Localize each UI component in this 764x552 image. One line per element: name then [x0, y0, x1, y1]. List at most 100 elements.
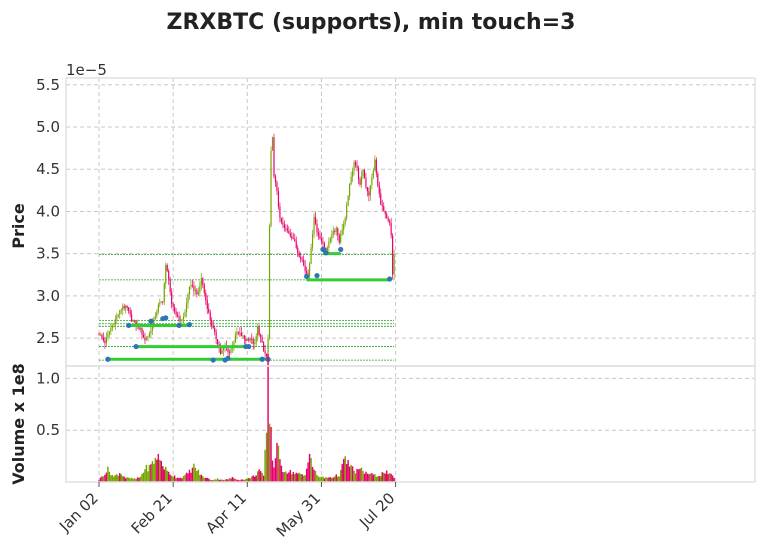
- candle-body: [221, 350, 223, 354]
- volume-bar: [179, 477, 182, 482]
- candle-body: [389, 220, 391, 224]
- volume-bar: [342, 459, 345, 482]
- candle-body: [314, 216, 317, 224]
- candle-body: [248, 338, 250, 341]
- candle-body: [171, 291, 173, 304]
- candle-body: [265, 353, 268, 357]
- touch-marker: [133, 343, 139, 350]
- candle-body: [138, 325, 140, 330]
- candle-body: [383, 206, 385, 211]
- volume-bar: [323, 478, 326, 482]
- volume-bar: [273, 467, 275, 482]
- volume-bar: [156, 459, 158, 482]
- candle-body: [362, 169, 364, 176]
- volume-bar: [385, 470, 388, 482]
- candle-body: [105, 337, 108, 344]
- candle-body: [150, 330, 152, 334]
- volume-bar: [334, 476, 336, 482]
- volume-bar: [133, 478, 136, 482]
- candle-body: [139, 327, 142, 330]
- candle-body: [320, 238, 323, 242]
- volume-bar: [213, 479, 216, 482]
- touch-markers: [105, 246, 393, 363]
- volume-bar: [101, 476, 103, 482]
- candle-body: [322, 241, 324, 244]
- volume-bar: [262, 475, 265, 482]
- candle-body: [255, 335, 257, 344]
- volume-bar: [212, 480, 214, 482]
- volume-bar: [374, 474, 376, 482]
- candle-body: [108, 331, 110, 335]
- candle-body: [199, 285, 201, 293]
- x-tick-label: Apr 11: [202, 489, 250, 537]
- price-tick-label: 5.0: [36, 118, 60, 136]
- candle-body: [282, 222, 284, 225]
- volume-bar: [154, 457, 157, 482]
- volume-bar: [218, 479, 220, 482]
- volume-bar: [301, 474, 303, 482]
- candle-body: [317, 232, 320, 236]
- volume-bar: [196, 471, 198, 482]
- candle-body: [340, 233, 342, 243]
- volume-bar: [243, 479, 246, 482]
- candle-body: [277, 191, 280, 207]
- volume-bar: [295, 472, 297, 482]
- volume-bar: [283, 472, 286, 482]
- volume-bar: [252, 475, 254, 482]
- candle-body: [126, 305, 128, 308]
- volume-bar: [356, 468, 358, 482]
- price-grid: [66, 78, 755, 366]
- candle-body: [107, 334, 109, 338]
- candle-body: [286, 228, 288, 231]
- volume-bar: [255, 475, 257, 482]
- volume-bar: [317, 476, 320, 482]
- candle-body: [120, 309, 122, 311]
- candle-body: [337, 228, 339, 236]
- volume-tick-label: 0.5: [36, 421, 60, 439]
- volume-bar: [142, 472, 145, 482]
- candle-body: [303, 260, 305, 266]
- volume-bar: [242, 479, 244, 482]
- volume-bar: [274, 458, 277, 482]
- volume-bar: [393, 477, 395, 482]
- volume-bar: [113, 476, 115, 482]
- candle-body: [128, 307, 130, 311]
- volume-bar: [224, 479, 226, 482]
- candle-body: [357, 167, 360, 180]
- volume-bar: [166, 470, 168, 482]
- volume-bar: [216, 478, 219, 482]
- candle-body: [251, 338, 253, 340]
- candle-body: [381, 205, 383, 207]
- volume-bar: [231, 477, 234, 482]
- candle-body: [203, 284, 205, 293]
- candle-body: [190, 285, 192, 287]
- volume-bar: [256, 471, 259, 482]
- volume-bar: [351, 466, 354, 482]
- candle-body: [99, 335, 102, 336]
- candle-body: [349, 184, 351, 197]
- volume-bar: [105, 472, 108, 482]
- touch-marker: [176, 322, 182, 329]
- volume-bar: [319, 477, 321, 482]
- candle-body: [179, 319, 182, 321]
- price-axis-label: Price: [9, 203, 28, 249]
- volume-bar: [381, 472, 383, 482]
- volume-bar: [246, 478, 249, 482]
- volume-bar: [190, 472, 192, 482]
- candle-body: [220, 347, 222, 354]
- candle-body: [257, 326, 259, 336]
- volume-bar: [119, 473, 121, 482]
- candle-body: [102, 337, 105, 341]
- volume-bar: [291, 474, 293, 482]
- candle-body: [214, 327, 216, 332]
- candle-body: [197, 292, 199, 295]
- candle-body: [119, 310, 121, 315]
- price-tick-label: 3.0: [36, 287, 60, 305]
- volume-bar: [286, 473, 289, 482]
- candle-body: [283, 224, 285, 228]
- candle-body: [271, 137, 274, 151]
- touch-marker: [105, 356, 111, 362]
- volume-bar: [176, 477, 179, 482]
- candle-body: [301, 259, 303, 261]
